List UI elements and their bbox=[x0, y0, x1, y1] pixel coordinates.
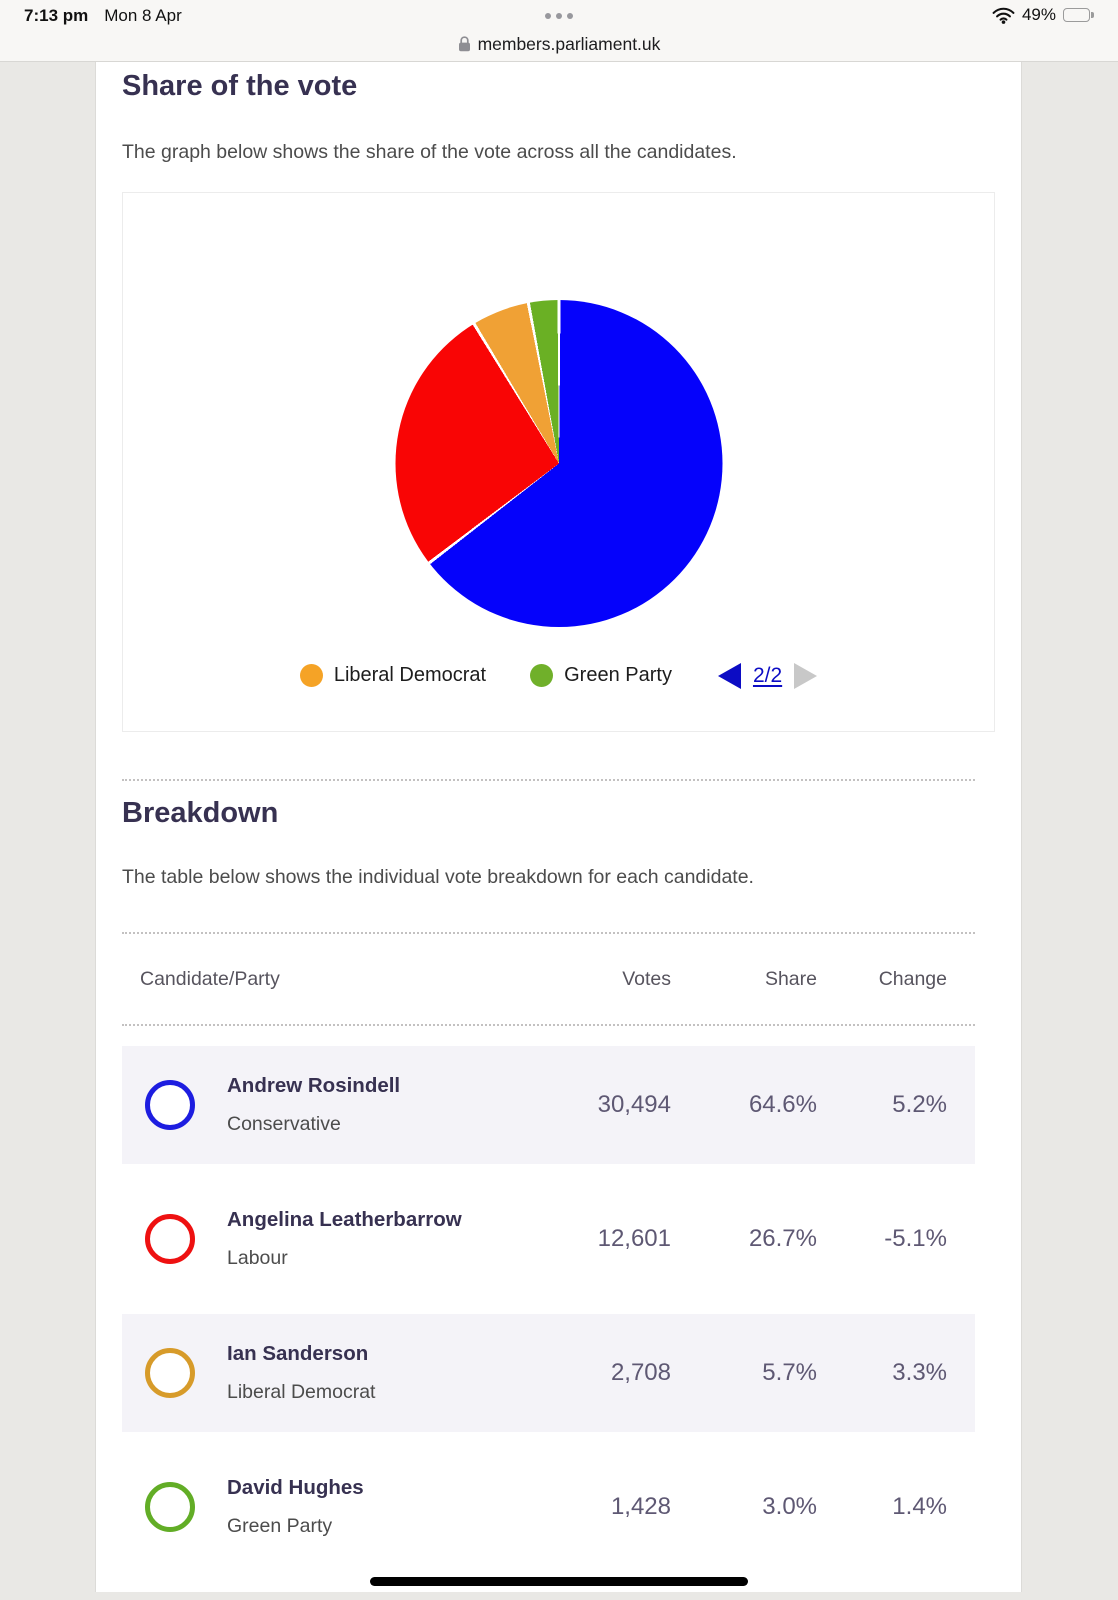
legend-item: Liberal Democrat bbox=[299, 664, 487, 688]
legend-items: Liberal Democrat Green Party bbox=[299, 664, 672, 688]
share-description: The graph below shows the share of the v… bbox=[122, 141, 737, 164]
legend-next-icon[interactable] bbox=[794, 662, 818, 689]
clock: 7:13 pm bbox=[24, 6, 89, 25]
home-indicator[interactable] bbox=[370, 1577, 748, 1586]
legend-pager: 2/2 bbox=[717, 662, 818, 689]
breakdown-table: Candidate/Party Votes Share Change Andre… bbox=[122, 932, 975, 1582]
change-value: 1.4% bbox=[892, 1493, 947, 1521]
votes-value: 2,708 bbox=[610, 1359, 671, 1387]
candidate-name: Ian Sanderson bbox=[227, 1342, 369, 1366]
legend-item: Green Party bbox=[530, 664, 672, 688]
legend-prev-icon[interactable] bbox=[717, 662, 741, 689]
candidate-party: Conservative bbox=[227, 1113, 341, 1136]
share-value: 64.6% bbox=[748, 1091, 817, 1119]
legend-swatch-icon bbox=[299, 664, 323, 688]
share-value: 26.7% bbox=[748, 1225, 817, 1253]
candidate-name: Andrew Rosindell bbox=[227, 1074, 401, 1098]
legend-label: Liberal Democrat bbox=[333, 664, 487, 687]
header-share: Share bbox=[764, 967, 817, 990]
table-row: Ian Sanderson Liberal Democrat 2,708 5.7… bbox=[122, 1314, 975, 1433]
change-value: 5.2% bbox=[892, 1091, 947, 1119]
table-row: Andrew Rosindell Conservative 30,494 64.… bbox=[122, 1046, 975, 1165]
table-body: Andrew Rosindell Conservative 30,494 64.… bbox=[122, 1046, 975, 1582]
table-header: Candidate/Party Votes Share Change bbox=[122, 932, 975, 1027]
date: Mon 8 Apr bbox=[104, 6, 182, 25]
status-right: 49% bbox=[992, 5, 1094, 25]
table-row: Angelina Leatherbarrow Labour 12,601 26.… bbox=[122, 1164, 975, 1314]
votes-value: 1,428 bbox=[610, 1493, 671, 1521]
candidate-name: David Hughes bbox=[227, 1476, 364, 1500]
lock-icon bbox=[458, 36, 470, 52]
header-candidate-party: Candidate/Party bbox=[140, 967, 280, 990]
bottom-strip bbox=[0, 1592, 1118, 1600]
legend-label: Green Party bbox=[564, 664, 672, 687]
candidate-party: Labour bbox=[227, 1247, 288, 1270]
pie-chart bbox=[395, 299, 722, 627]
url-text: members.parliament.uk bbox=[477, 33, 661, 54]
share-heading: Share of the vote bbox=[122, 70, 358, 102]
party-ring-icon bbox=[145, 1482, 195, 1533]
breakdown-heading: Breakdown bbox=[122, 796, 279, 829]
header-votes: Votes bbox=[622, 967, 671, 990]
share-value: 5.7% bbox=[762, 1359, 817, 1387]
party-ring-icon bbox=[145, 1214, 195, 1265]
address-bar[interactable]: members.parliament.uk bbox=[0, 30, 1118, 58]
votes-value: 30,494 bbox=[597, 1091, 671, 1119]
vote-share-chart-card: Liberal Democrat Green Party 2/2 bbox=[122, 191, 995, 732]
ellipsis-icon[interactable] bbox=[545, 13, 573, 19]
safari-toolbar: 7:13 pm Mon 8 Apr 49% members.parliament… bbox=[0, 0, 1118, 62]
section-divider bbox=[122, 778, 975, 781]
header-change: Change bbox=[878, 967, 947, 990]
table-row: David Hughes Green Party 1,428 3.0% 1.4% bbox=[122, 1432, 975, 1582]
legend-page-indicator: 2/2 bbox=[752, 663, 783, 687]
chart-legend: Liberal Democrat Green Party 2/2 bbox=[123, 653, 994, 699]
breakdown-description: The table below shows the individual vot… bbox=[122, 866, 754, 888]
party-ring-icon bbox=[145, 1080, 195, 1131]
wifi-icon bbox=[992, 7, 1015, 24]
share-value: 3.0% bbox=[762, 1493, 817, 1521]
battery-percent: 49% bbox=[1021, 5, 1056, 24]
party-ring-icon bbox=[145, 1348, 195, 1399]
votes-value: 12,601 bbox=[597, 1225, 671, 1253]
page-content: Share of the vote The graph below shows … bbox=[95, 62, 1022, 1600]
candidate-party: Liberal Democrat bbox=[227, 1381, 376, 1404]
change-value: -5.1% bbox=[884, 1225, 947, 1253]
change-value: 3.3% bbox=[892, 1359, 947, 1387]
legend-swatch-icon bbox=[530, 664, 554, 688]
candidate-party: Green Party bbox=[227, 1515, 333, 1538]
candidate-name: Angelina Leatherbarrow bbox=[227, 1208, 462, 1232]
battery-icon bbox=[1063, 8, 1094, 23]
status-left: 7:13 pm Mon 8 Apr bbox=[24, 6, 182, 26]
